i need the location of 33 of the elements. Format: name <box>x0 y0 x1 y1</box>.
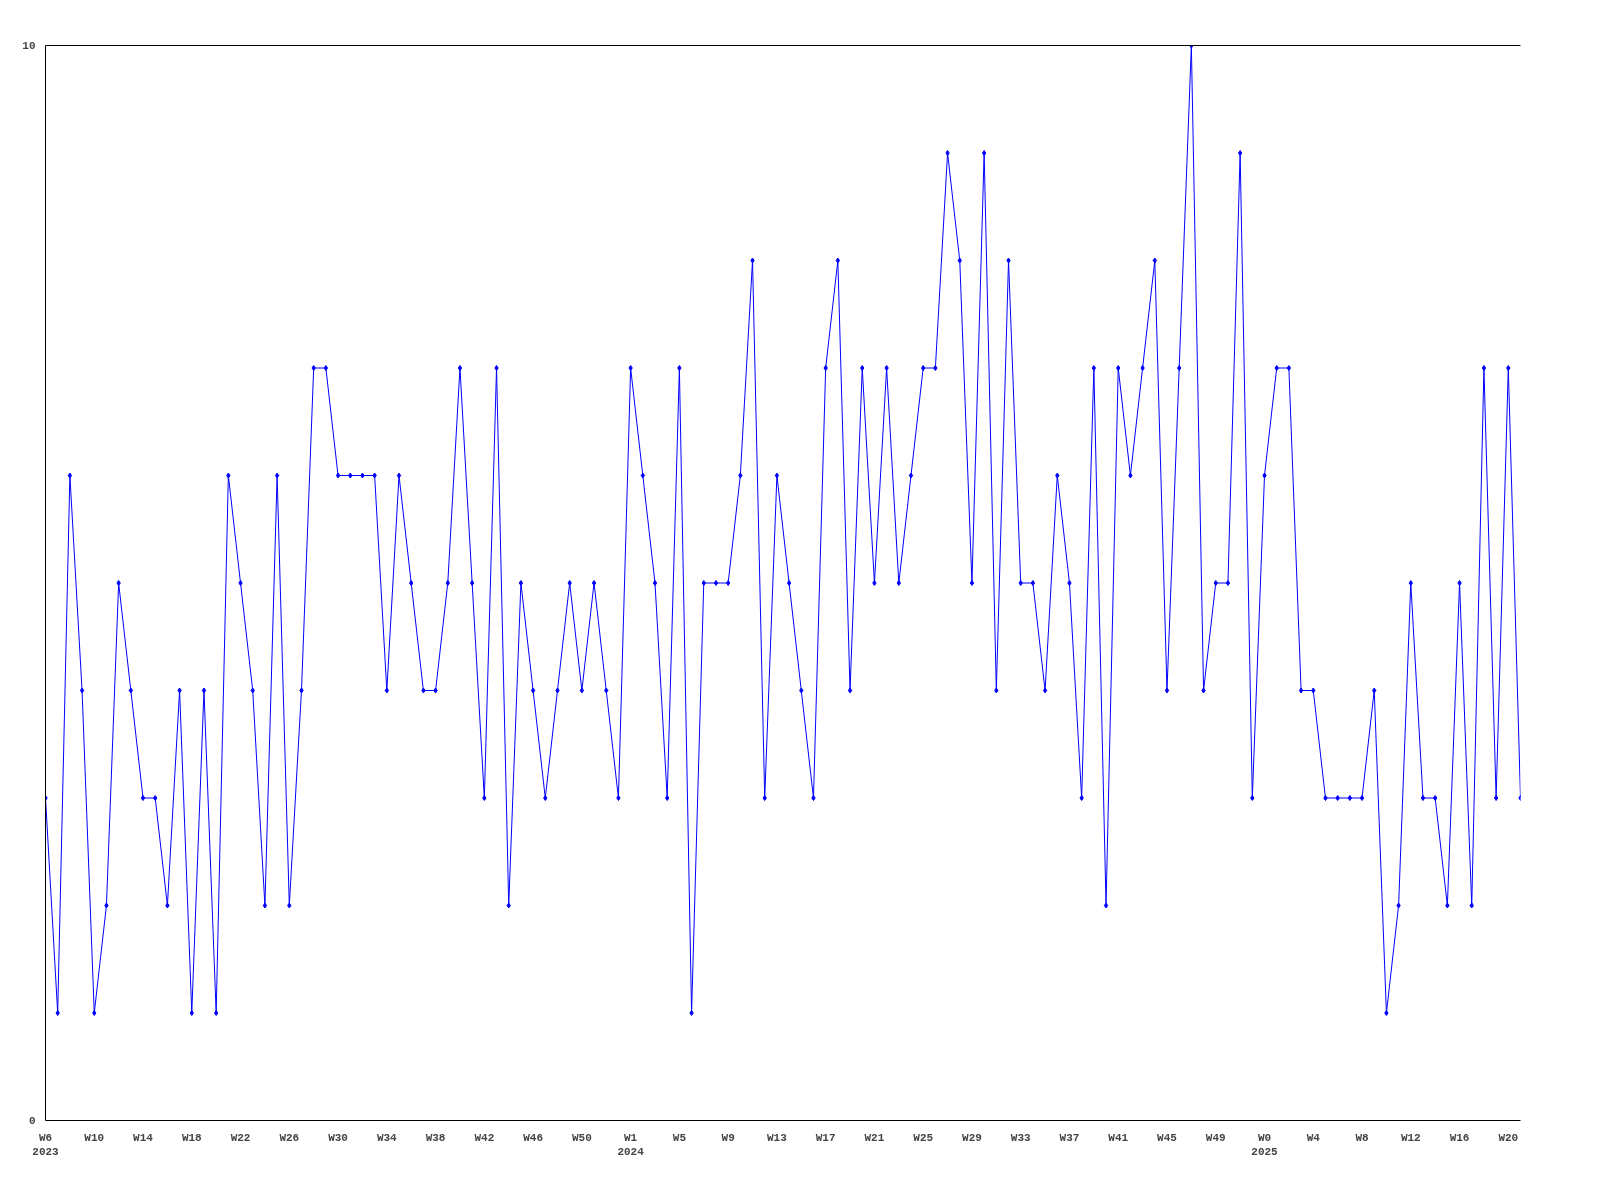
x-tick-label: W26 <box>279 1131 300 1144</box>
x-tick-label: W13 <box>767 1131 788 1144</box>
x-tick-label: W21 <box>864 1131 885 1144</box>
x-tick-label: W25 <box>913 1131 934 1144</box>
y-tick-label: 10 <box>22 40 36 52</box>
x-tick-label: W38 <box>425 1131 446 1144</box>
x-tick-label: W37 <box>1059 1131 1080 1144</box>
x-tick-label: W12 <box>1400 1131 1421 1144</box>
x-tick-label: W29 <box>962 1131 982 1144</box>
x-tick-label: W4 <box>1306 1131 1321 1144</box>
x-tick-label: W33 <box>1010 1131 1032 1144</box>
x-tick-label: W14 <box>133 1131 154 1144</box>
x-tick-label: W6 2023 <box>32 1131 60 1158</box>
x-tick-label: W8 <box>1355 1131 1370 1144</box>
x-tick-label: W10 <box>84 1131 105 1144</box>
x-tick-label: W22 <box>230 1131 251 1144</box>
x-tick-label: W1 2024 <box>617 1131 645 1158</box>
x-tick-label: W5 <box>672 1131 687 1144</box>
x-tick-label: W18 <box>181 1131 203 1144</box>
x-tick-label: W34 <box>376 1131 398 1144</box>
x-tick-label: W17 <box>815 1131 836 1144</box>
x-tick-label: W42 <box>474 1131 495 1144</box>
x-tick-label: W30 <box>328 1131 348 1144</box>
x-tick-label: W0 2025 <box>1251 1131 1279 1158</box>
x-tick-label: W46 <box>523 1131 544 1144</box>
x-tick-label: W49 <box>1205 1131 1226 1144</box>
x-tick-label: W16 <box>1449 1131 1470 1144</box>
y-tick-label: 0 <box>28 1115 36 1127</box>
x-tick-label: W20 <box>1498 1131 1519 1144</box>
x-tick-label: W50 <box>571 1131 592 1144</box>
x-tick-label: W41 <box>1108 1131 1129 1144</box>
x-tick-label: W9 <box>721 1131 735 1144</box>
x-tick-label: W45 <box>1157 1131 1178 1144</box>
